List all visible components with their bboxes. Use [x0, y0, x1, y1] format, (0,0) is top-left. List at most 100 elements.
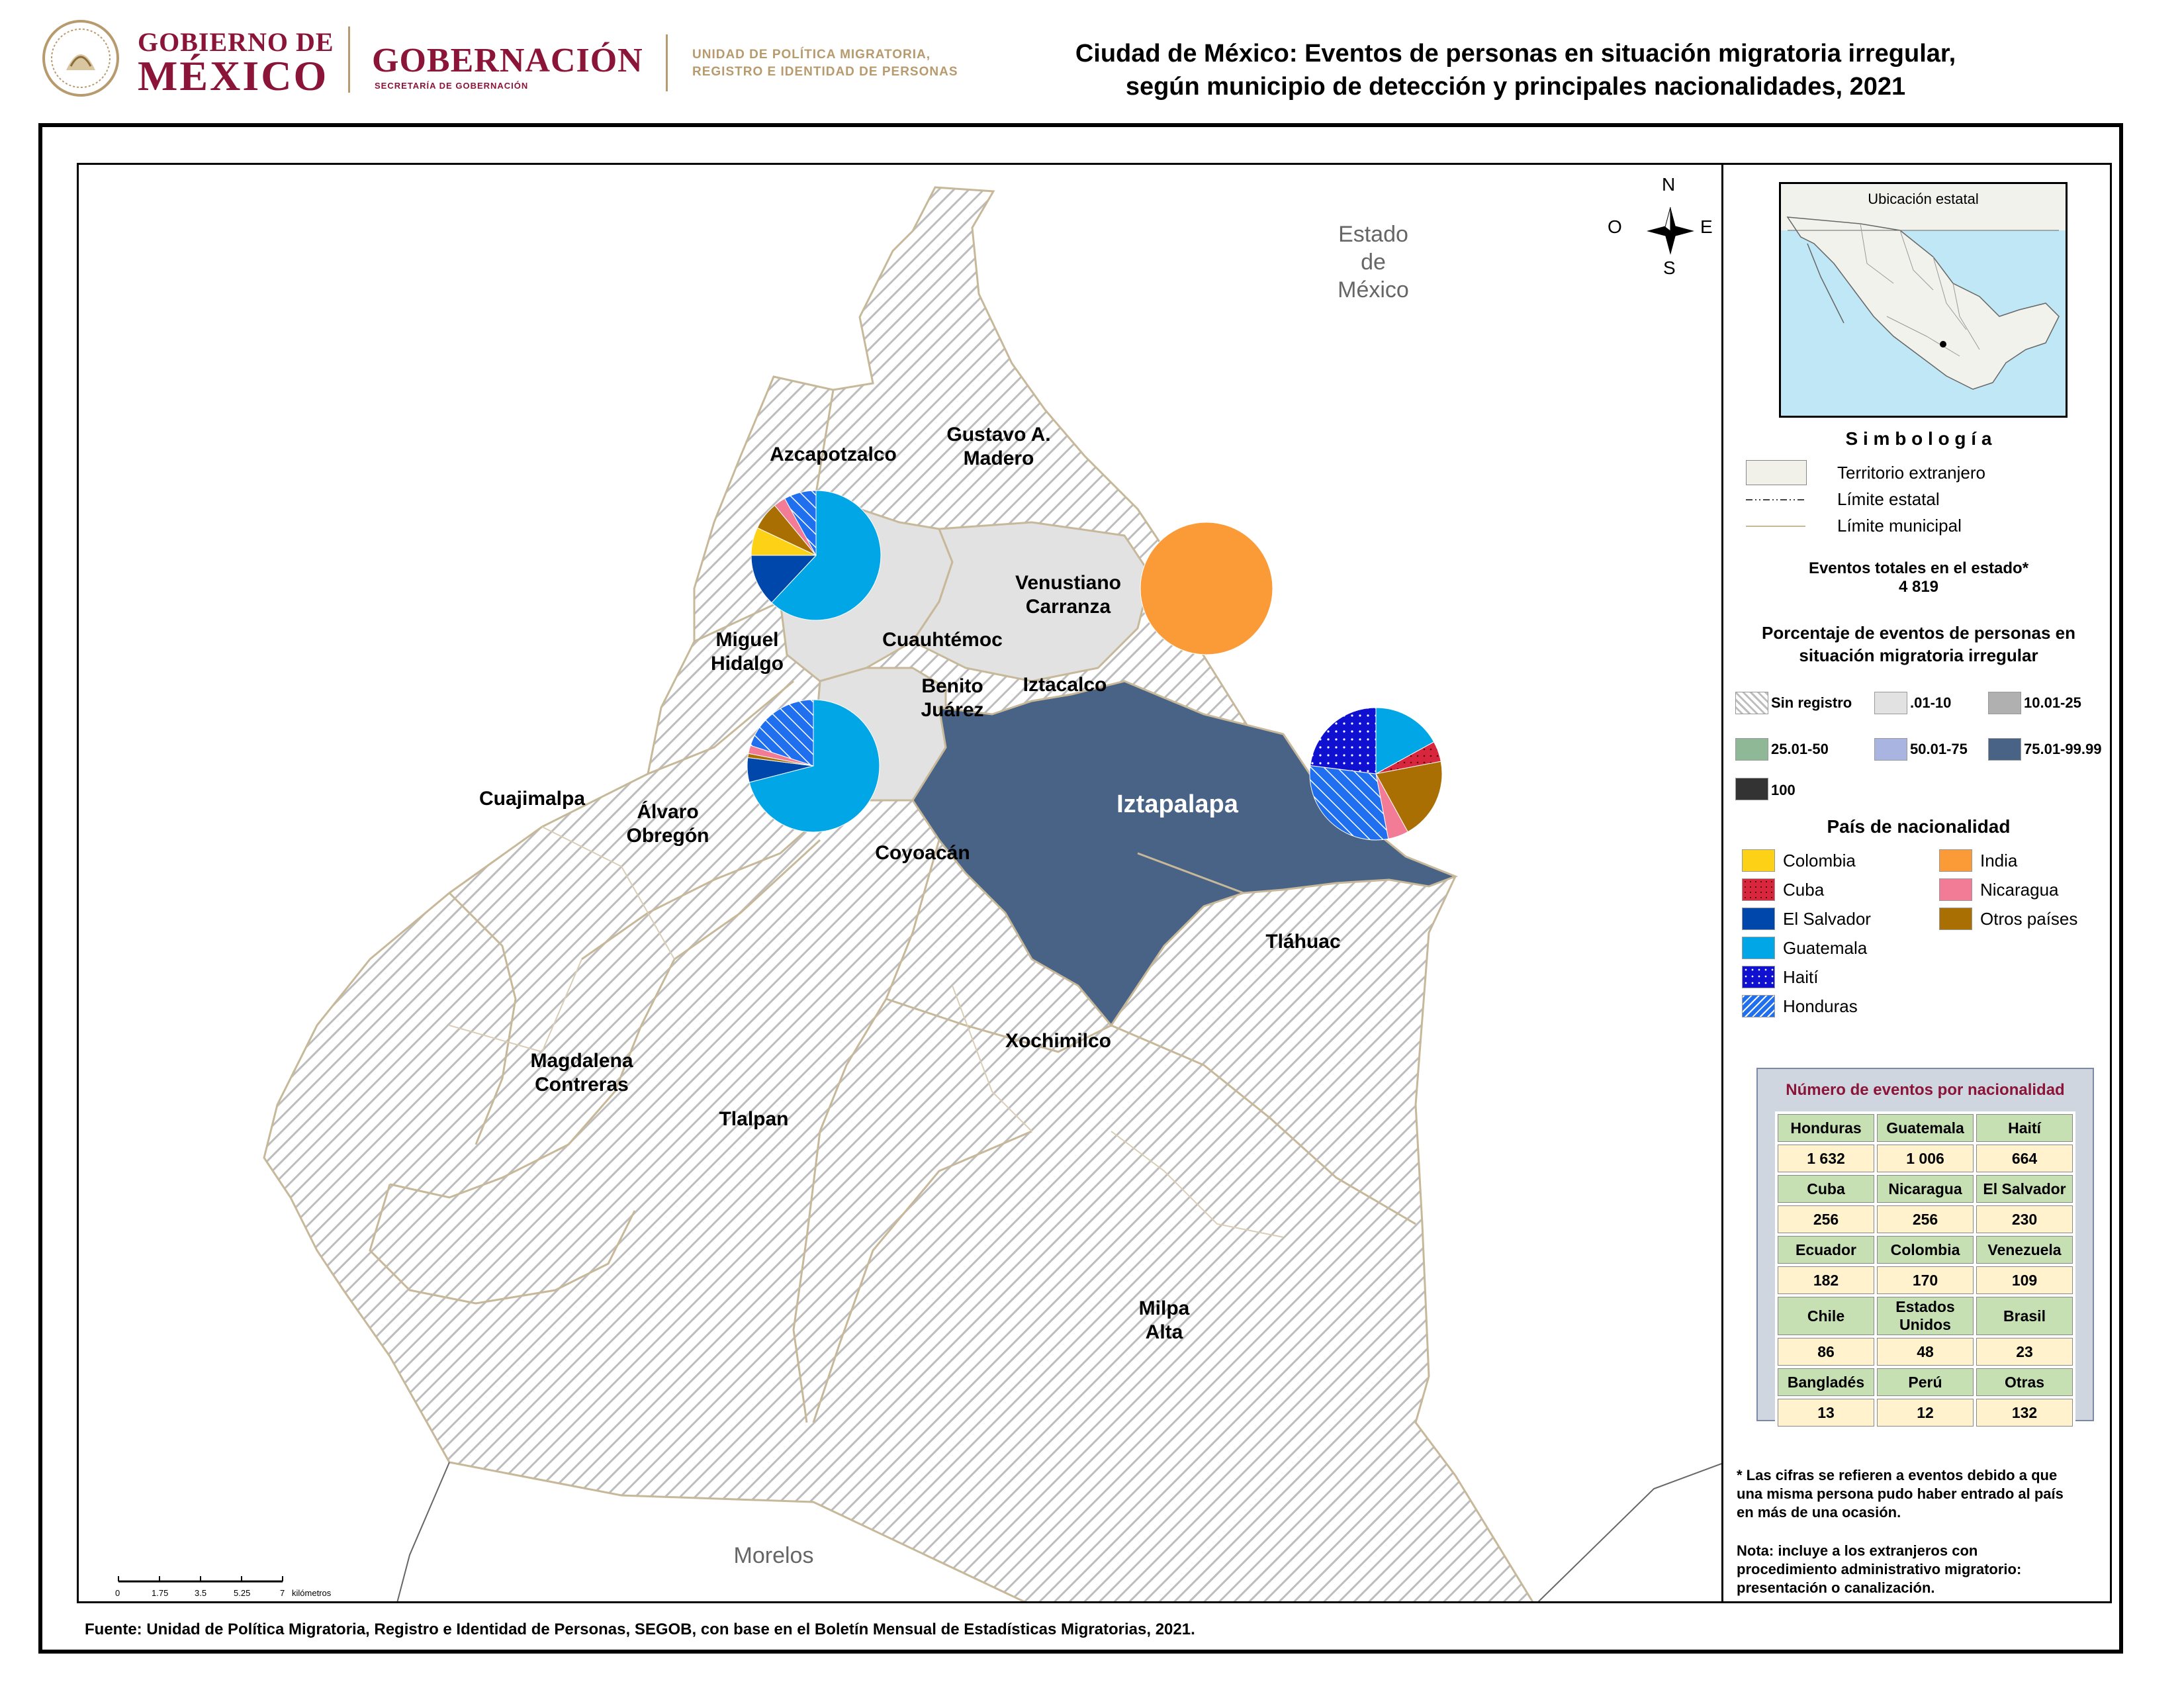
scale-unit: kilómetros	[292, 1588, 332, 1598]
pie-iztapalapa	[1309, 707, 1443, 841]
table-header-cell: Guatemala	[1877, 1114, 1974, 1142]
compass-e: E	[1700, 216, 1713, 237]
nat-guatemala: Guatemala	[1783, 938, 1868, 958]
table-value-cell: 664	[1976, 1145, 2073, 1172]
table-header-cell: Ecuador	[1778, 1236, 1874, 1264]
events-table: Honduras Guatemala Haití 1 632 1 006 664 Cuba N…	[1775, 1111, 2075, 1429]
table-value-cell: 23	[1976, 1338, 2073, 1366]
pie-slice-guatemala	[771, 490, 882, 621]
map-title: Ciudad de México: Eventos de personas en…	[953, 37, 2078, 103]
table-header-cell: Nicaragua	[1877, 1175, 1974, 1203]
ministry-subtitle: SECRETARÍA DE GOBERNACIÓN	[375, 81, 529, 91]
table-header-cell: Bangladés	[1778, 1368, 1874, 1396]
pie-slice-otros-pa-ses	[1375, 761, 1443, 833]
swatch-cuba	[1742, 878, 1775, 901]
label-xochimilco: Xochimilco	[1005, 1030, 1112, 1052]
pie-slice-hait-	[1310, 707, 1377, 774]
class-swatch-10-25	[1988, 692, 2021, 714]
class-label-6: 100	[1771, 782, 1796, 798]
north-arrow-icon	[1647, 207, 1694, 255]
table-header-cell: Venezuela	[1976, 1236, 2073, 1264]
class-swatch-sin-registro	[1735, 692, 1768, 714]
nat-india: India	[1980, 851, 2018, 870]
gov-line1: GOBIERNO DE	[138, 27, 334, 57]
swatch-guatemala	[1742, 937, 1775, 959]
iztapalapa-area	[911, 680, 1459, 1027]
nat-colombia: Colombia	[1783, 851, 1856, 870]
scale-tick-0: 0	[115, 1588, 120, 1598]
pie-slice-honduras	[750, 699, 814, 767]
label-iztacalco: Iztacalco	[1023, 674, 1107, 696]
symbology-title: S i m b o l o g í a	[1845, 428, 1992, 449]
label-cuajimalpa: Cuajimalpa	[478, 788, 586, 810]
nat-otros: Otros países	[1980, 909, 2078, 929]
table-value-cell: 256	[1877, 1205, 1974, 1233]
pie-benito-ju-rez	[747, 699, 880, 833]
unit-line1: UNIDAD DE POLÍTICA MIGRATORIA,	[692, 48, 931, 62]
title-line1: Ciudad de México: Eventos de personas en…	[1075, 40, 1956, 68]
pie-slice-india	[1140, 522, 1273, 655]
class-label-2: 10.01-25	[2024, 694, 2081, 711]
pie-slice-honduras	[784, 490, 817, 556]
table-value-cell: 1 006	[1877, 1145, 1974, 1172]
swatch-india	[1939, 849, 1972, 872]
table-value-cell: 182	[1778, 1266, 1874, 1294]
label-miguel-hidalgo: Miguel Hidalgo	[711, 629, 784, 675]
state-boundary-line	[396, 1462, 450, 1601]
class-swatch-75-9999	[1988, 738, 2021, 761]
table-header-cell: Perú	[1877, 1368, 1974, 1396]
table-value-cell: 256	[1778, 1205, 1874, 1233]
total-label: Eventos totales en el estado*	[1808, 559, 2029, 577]
symbol-municipal-limit: Límite municipal	[1837, 516, 1962, 536]
table-value-cell: 86	[1778, 1338, 1874, 1366]
class-label-0: Sin registro	[1771, 694, 1852, 711]
table-value-cell: 13	[1778, 1399, 1874, 1427]
class-swatch-01-10	[1874, 692, 1907, 714]
compass-o: O	[1608, 216, 1622, 237]
swatch-honduras	[1742, 995, 1775, 1017]
gov-line2: MÉXICO	[138, 52, 329, 99]
table-value-cell: 132	[1976, 1399, 2073, 1427]
state-boundary-line	[1537, 1463, 1721, 1601]
symbol-foreign: Territorio extranjero	[1837, 463, 1985, 483]
scale-tick-1: 1.75	[152, 1588, 169, 1598]
table-header-cell: Honduras	[1778, 1114, 1874, 1142]
table-header-cell: El Salvador	[1976, 1175, 2073, 1203]
events-table-box: Número de eventos por nacionalidad Hondu…	[1756, 1068, 2094, 1429]
pie-slice-guatemala	[749, 699, 880, 833]
table-header-cell: Haití	[1976, 1114, 2073, 1142]
table-header-cell: Brasil	[1976, 1297, 2073, 1335]
class-label-4: 50.01-75	[1910, 741, 1968, 757]
venustiano-carranza-area	[911, 521, 1152, 682]
label-tlalpan: Tlalpan	[719, 1108, 789, 1130]
coat-of-arms-icon	[42, 20, 119, 97]
note-events: * Las cifras se refieren a eventos debid…	[1737, 1467, 2064, 1521]
label-estado-de-mexico: Estado de México	[1338, 222, 1409, 303]
swatch-otros	[1939, 908, 1972, 930]
title-line2: según municipio de detección y principal…	[1125, 73, 1906, 101]
total-events: Eventos totales en el estado* 4 819	[1723, 559, 2114, 596]
table-value-cell: 109	[1976, 1266, 2073, 1294]
compass-n: N	[1662, 174, 1676, 195]
page-header: GOBIERNO DE MÉXICO GOBERNACIÓN SECRETARÍ…	[0, 0, 2184, 119]
class-swatch-25-50	[1735, 738, 1768, 761]
internal-lines	[449, 826, 1284, 1238]
mexico-inset-map	[1781, 184, 2066, 390]
label-cuauhtemoc: Cuauhtémoc	[882, 629, 1003, 651]
pct-title-line2: situación migratoria irregular	[1799, 645, 2038, 665]
table-title: Número de eventos por nacionalidad	[1786, 1081, 2065, 1099]
label-milpa-alta: Milpa Alta	[1138, 1297, 1190, 1343]
table-value-cell: 230	[1976, 1205, 2073, 1233]
total-value: 4 819	[1898, 578, 1939, 596]
pie-venustiano-carranza	[1140, 522, 1273, 655]
header-divider	[666, 34, 668, 91]
location-inset: Ubicación estatal	[1779, 182, 2068, 418]
symbol-state-limit: Límite estatal	[1837, 489, 1940, 509]
nat-el-salvador: El Salvador	[1783, 909, 1871, 929]
header-divider	[348, 26, 350, 93]
nat-honduras: Honduras	[1783, 996, 1858, 1016]
table-header-cell: Estados Unidos	[1877, 1297, 1974, 1335]
table-header-cell: Colombia	[1877, 1236, 1974, 1264]
scale-tick-4: 7	[280, 1588, 285, 1598]
table-header-cell: Otras	[1976, 1368, 2073, 1396]
